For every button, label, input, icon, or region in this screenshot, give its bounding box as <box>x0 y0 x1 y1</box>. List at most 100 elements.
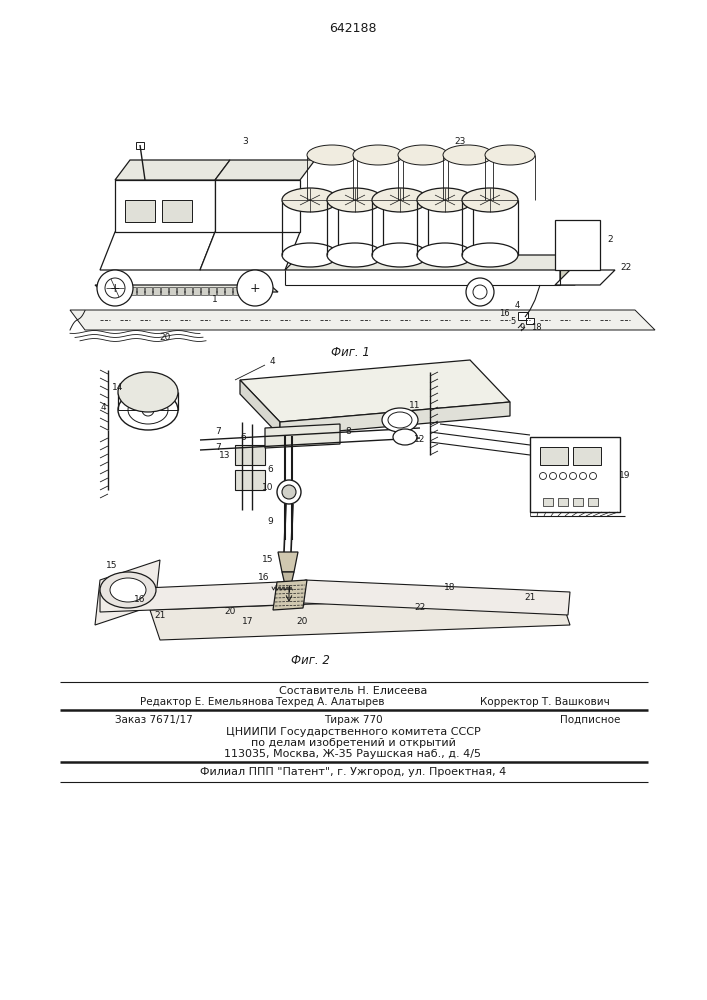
Ellipse shape <box>372 188 428 212</box>
Bar <box>125 200 155 222</box>
Text: 17: 17 <box>243 617 254 626</box>
Bar <box>209 287 216 295</box>
Text: +: + <box>250 282 260 294</box>
Polygon shape <box>100 232 215 270</box>
Bar <box>257 287 264 295</box>
Ellipse shape <box>539 473 547 480</box>
Ellipse shape <box>105 278 125 298</box>
Text: 11: 11 <box>409 400 421 410</box>
Polygon shape <box>150 595 570 640</box>
Polygon shape <box>280 402 510 436</box>
Ellipse shape <box>142 404 154 416</box>
Text: 16: 16 <box>134 595 146 604</box>
Text: 21: 21 <box>154 610 165 619</box>
Text: Фиг. 2: Фиг. 2 <box>291 654 329 666</box>
Polygon shape <box>240 360 510 422</box>
Text: 642188: 642188 <box>329 21 377 34</box>
Polygon shape <box>285 255 575 270</box>
Polygon shape <box>200 232 300 270</box>
Ellipse shape <box>590 473 597 480</box>
Text: 12: 12 <box>414 436 426 444</box>
Ellipse shape <box>549 473 556 480</box>
Bar <box>105 287 112 295</box>
Text: +: + <box>110 282 120 294</box>
Polygon shape <box>560 255 575 285</box>
Bar <box>129 287 136 295</box>
Polygon shape <box>303 580 570 615</box>
Ellipse shape <box>327 243 383 267</box>
Polygon shape <box>95 560 160 625</box>
Text: 6: 6 <box>267 466 273 475</box>
Text: Редактор Е. Емельянова: Редактор Е. Емельянова <box>140 697 274 707</box>
Text: 15: 15 <box>106 560 118 570</box>
Bar <box>526 318 534 324</box>
Polygon shape <box>115 160 230 180</box>
Ellipse shape <box>393 429 417 445</box>
Bar <box>137 287 144 295</box>
Text: 9: 9 <box>267 518 273 526</box>
Bar <box>530 437 620 512</box>
Ellipse shape <box>282 188 338 212</box>
Ellipse shape <box>570 473 576 480</box>
Text: 20: 20 <box>159 334 170 342</box>
Bar <box>161 287 168 295</box>
Text: 2: 2 <box>607 235 613 244</box>
Text: 15: 15 <box>262 556 274 564</box>
Ellipse shape <box>417 188 473 212</box>
Bar <box>518 312 528 320</box>
Text: 7: 7 <box>215 428 221 436</box>
Polygon shape <box>555 220 600 270</box>
Polygon shape <box>273 580 307 610</box>
Bar <box>235 445 265 465</box>
Polygon shape <box>70 310 655 330</box>
Text: Заказ 7671/17: Заказ 7671/17 <box>115 715 193 725</box>
Bar <box>113 287 120 295</box>
Text: 10: 10 <box>262 484 274 492</box>
Text: ЦНИИПИ Государственного комитета СССР: ЦНИИПИ Государственного комитета СССР <box>226 727 480 737</box>
Bar <box>241 287 248 295</box>
Ellipse shape <box>580 473 587 480</box>
Ellipse shape <box>559 473 566 480</box>
Text: 21: 21 <box>525 593 536 602</box>
Ellipse shape <box>100 572 156 608</box>
Ellipse shape <box>485 145 535 165</box>
Text: 9: 9 <box>520 322 525 332</box>
Ellipse shape <box>382 408 418 432</box>
Text: 113035, Москва, Ж-35 Раушская наб., д. 4/5: 113035, Москва, Ж-35 Раушская наб., д. 4… <box>225 749 481 759</box>
Bar <box>193 287 200 295</box>
Bar <box>588 498 598 506</box>
Polygon shape <box>215 180 300 232</box>
Polygon shape <box>278 552 298 572</box>
Bar <box>177 287 184 295</box>
Text: 16: 16 <box>258 572 270 582</box>
Bar <box>233 287 240 295</box>
Bar <box>225 287 232 295</box>
Text: 18: 18 <box>444 582 456 591</box>
Ellipse shape <box>462 188 518 212</box>
Polygon shape <box>95 285 278 292</box>
Polygon shape <box>282 572 294 585</box>
Text: Составитель Н. Елисеева: Составитель Н. Елисеева <box>279 686 427 696</box>
Bar <box>540 447 568 465</box>
Ellipse shape <box>398 145 448 165</box>
Ellipse shape <box>417 243 473 267</box>
Bar <box>235 470 265 490</box>
Text: 4: 4 <box>100 403 106 412</box>
Bar <box>185 287 192 295</box>
Ellipse shape <box>277 480 301 504</box>
Ellipse shape <box>118 372 178 412</box>
Text: 23: 23 <box>455 137 466 146</box>
Ellipse shape <box>327 188 383 212</box>
Ellipse shape <box>353 145 403 165</box>
Text: Подписное: Подписное <box>560 715 620 725</box>
Bar <box>249 287 256 295</box>
Text: 22: 22 <box>620 263 631 272</box>
Ellipse shape <box>466 278 494 306</box>
Text: 20: 20 <box>224 607 235 616</box>
Ellipse shape <box>282 243 338 267</box>
Polygon shape <box>265 424 340 448</box>
Ellipse shape <box>97 270 133 306</box>
Text: 1: 1 <box>212 296 218 304</box>
Ellipse shape <box>372 243 428 267</box>
Text: Фиг. 1: Фиг. 1 <box>331 346 370 359</box>
